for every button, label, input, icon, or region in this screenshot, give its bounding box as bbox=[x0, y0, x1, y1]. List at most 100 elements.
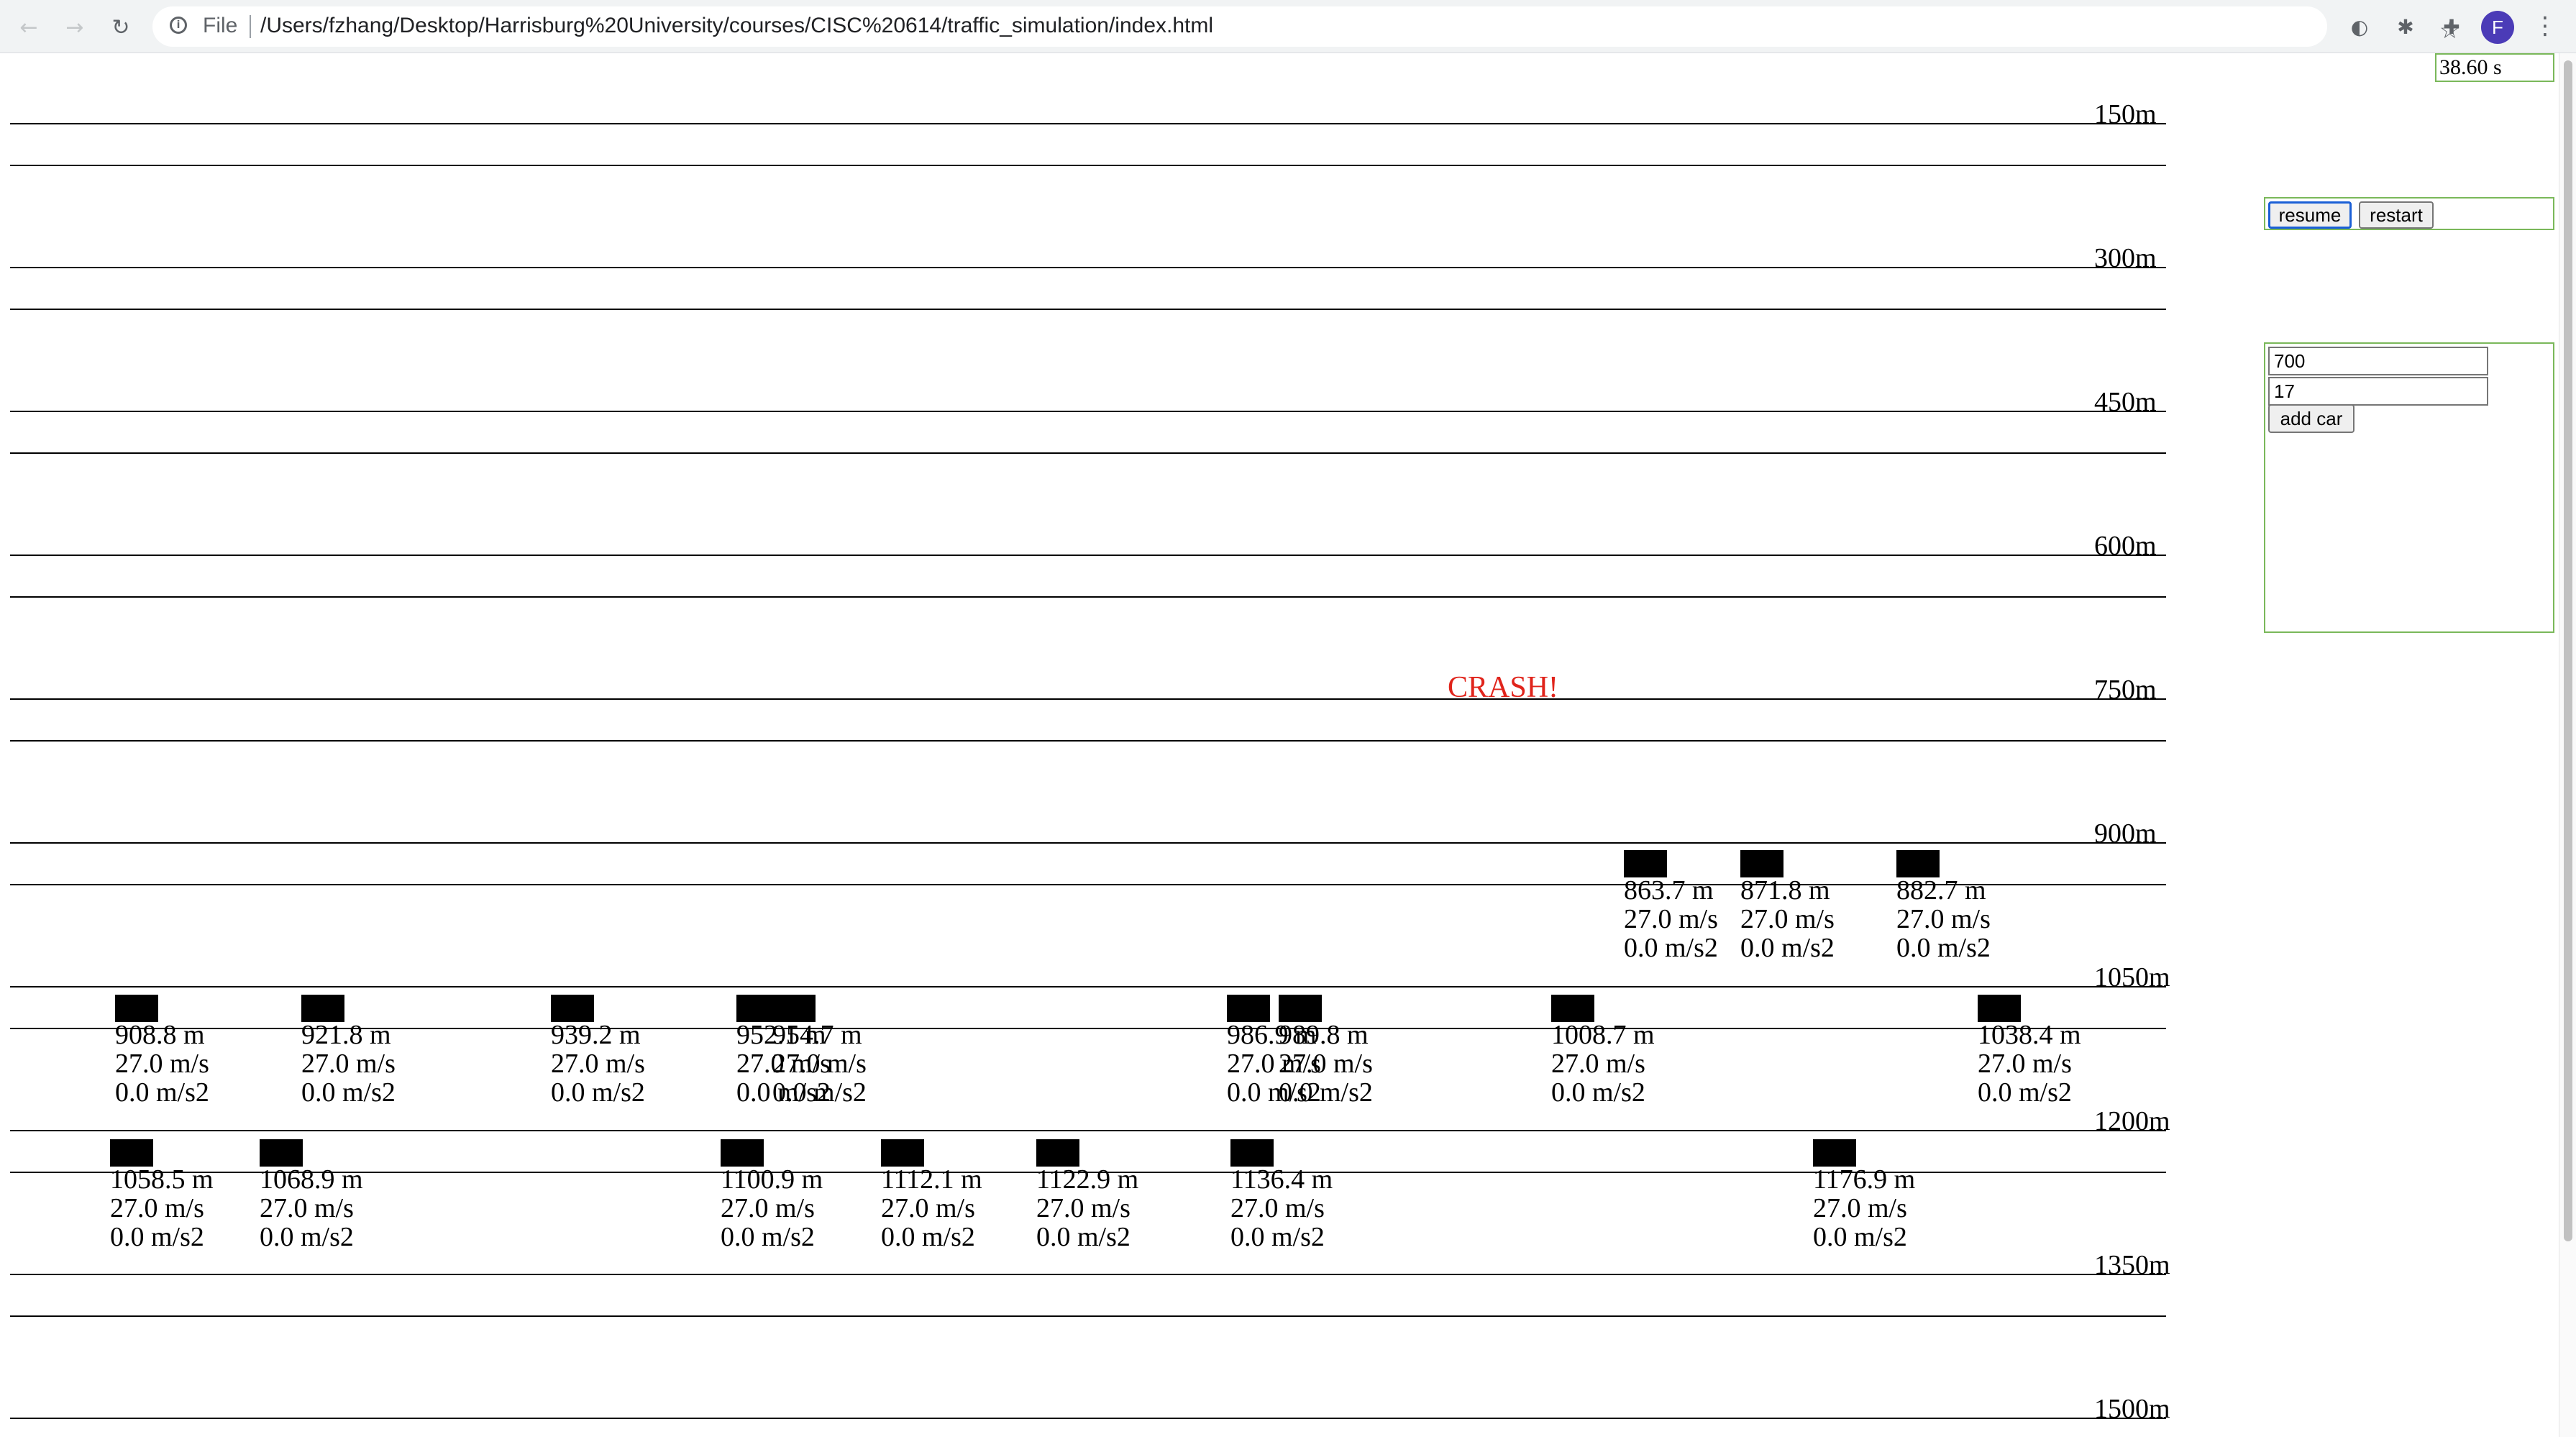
back-arrow-icon[interactable]: ← bbox=[19, 14, 38, 40]
car-body bbox=[1978, 995, 2021, 1022]
distance-marker: 750m bbox=[2094, 675, 2157, 705]
car-body bbox=[1551, 995, 1594, 1022]
avatar[interactable]: F bbox=[2481, 11, 2514, 44]
car-body bbox=[301, 995, 344, 1022]
road-edge-line bbox=[10, 555, 2166, 556]
road-edge-line bbox=[10, 884, 2166, 885]
car-position-label: 1112.1 m bbox=[881, 1164, 982, 1195]
scroll-thumb[interactable] bbox=[2564, 60, 2572, 1241]
url-text[interactable]: /Users/fzhang/Desktop/Harrisburg%20Unive… bbox=[260, 14, 1214, 37]
road-edge-line bbox=[10, 842, 2166, 844]
car-position-label: 1068.9 m bbox=[260, 1164, 363, 1195]
road-edge-line bbox=[10, 123, 2166, 124]
car-speed-label: 27.0 m/s bbox=[736, 1049, 831, 1079]
star-icon[interactable]: ☆ bbox=[2439, 17, 2460, 44]
car-speed-label: 27.0 m/s bbox=[1896, 904, 1991, 934]
scrollbar[interactable] bbox=[2559, 53, 2576, 1437]
road-edge-line bbox=[10, 698, 2166, 700]
puzzle-icon[interactable]: ✚ bbox=[2443, 14, 2460, 39]
car-speed-label: 27.0 m/s bbox=[1813, 1193, 1907, 1223]
road-edge-line bbox=[10, 740, 2166, 742]
add-car-button[interactable]: add car bbox=[2268, 404, 2355, 433]
extension-circle-icon[interactable]: ◐ bbox=[2350, 14, 2369, 39]
car-accel-label: 0.0 m/s2 bbox=[551, 1077, 645, 1108]
car-accel-label: 0.0 m/s2 bbox=[1740, 933, 1835, 963]
reload-icon[interactable]: ↻ bbox=[111, 14, 130, 40]
car-position-label: 939.2 m bbox=[551, 1020, 641, 1050]
car-accel-label: 0.0 m/s2 bbox=[1279, 1077, 1373, 1108]
car-position-label: 1038.4 m bbox=[1978, 1020, 2081, 1050]
distance-marker: 300m bbox=[2094, 243, 2157, 273]
car-position-label: 1008.7 m bbox=[1551, 1020, 1655, 1050]
address-bar[interactable]: i File /Users/fzhang/Desktop/Harrisburg%… bbox=[152, 6, 2460, 47]
car-body bbox=[1227, 995, 1270, 1022]
car-position-label: 871.8 m bbox=[1740, 875, 1830, 905]
car-position-label: 863.7 m bbox=[1624, 875, 1714, 905]
car-body bbox=[1230, 1139, 1274, 1167]
car-accel-label: 0.0 m/s2 bbox=[1230, 1222, 1325, 1252]
car-accel-label: 0.0 m/s2 bbox=[115, 1077, 209, 1108]
car-position-label: 1058.5 m bbox=[110, 1164, 214, 1195]
road-edge-line bbox=[10, 411, 2166, 412]
speed-input[interactable] bbox=[2268, 377, 2488, 406]
car-speed-label: 27.0 m/s bbox=[881, 1193, 975, 1223]
car-accel-label: 0.0 m/s2 bbox=[721, 1222, 815, 1252]
distance-marker: 450m bbox=[2094, 387, 2157, 417]
car-speed-label: 27.0 m/s bbox=[1624, 904, 1718, 934]
road-edge-line bbox=[10, 267, 2166, 268]
sim-clock: 38.60 s bbox=[2435, 53, 2554, 82]
position-input[interactable] bbox=[2268, 347, 2488, 375]
car-accel-label: 0.0 m/s2 bbox=[772, 1077, 867, 1108]
car-accel-label: 0.0 m/s2 bbox=[881, 1222, 975, 1252]
road-edge-line bbox=[10, 1130, 2166, 1131]
car-body bbox=[1036, 1139, 1079, 1167]
car-speed-label: 27.0 m/s bbox=[1230, 1193, 1325, 1223]
distance-marker: 1200m bbox=[2094, 1106, 2170, 1136]
car-body bbox=[1813, 1139, 1856, 1167]
car-position-label: 882.7 m bbox=[1896, 875, 1986, 905]
car-speed-label: 27.0 m/s bbox=[1740, 904, 1835, 934]
car-body bbox=[115, 995, 158, 1022]
car-position-label: 954.7 m bbox=[772, 1020, 862, 1050]
road-edge-line bbox=[10, 1028, 2166, 1029]
menu-kebab-icon[interactable]: ⋮ bbox=[2533, 12, 2557, 40]
resume-button[interactable]: resume bbox=[2268, 201, 2352, 229]
car-accel-label: 0.0 m/s2 bbox=[1624, 933, 1718, 963]
distance-marker: 900m bbox=[2094, 818, 2157, 849]
car-speed-label: 27.0 m/s bbox=[551, 1049, 645, 1079]
road-edge-line bbox=[10, 1315, 2166, 1317]
car-speed-label: 27.0 m/s bbox=[110, 1193, 204, 1223]
car-body bbox=[772, 995, 816, 1022]
car-body bbox=[260, 1139, 303, 1167]
car-speed-label: 27.0 m/s bbox=[1227, 1049, 1321, 1079]
car-speed-label: 27.0 m/s bbox=[1036, 1193, 1131, 1223]
car-accel-label: 0.0 m/s2 bbox=[736, 1077, 831, 1108]
road-edge-line bbox=[10, 1418, 2166, 1419]
road-edge-line bbox=[10, 596, 2166, 598]
car-position-label: 921.8 m bbox=[301, 1020, 391, 1050]
car-speed-label: 27.0 m/s bbox=[1279, 1049, 1373, 1079]
car-position-label: 989.8 m bbox=[1279, 1020, 1369, 1050]
car-speed-label: 27.0 m/s bbox=[721, 1193, 815, 1223]
road-edge-line bbox=[10, 452, 2166, 454]
restart-button[interactable]: restart bbox=[2359, 201, 2434, 229]
car-body bbox=[1279, 995, 1322, 1022]
road-edge-line bbox=[10, 165, 2166, 166]
forward-arrow-icon[interactable]: → bbox=[65, 14, 84, 40]
car-body bbox=[1624, 850, 1667, 877]
car-speed-label: 27.0 m/s bbox=[772, 1049, 867, 1079]
info-icon[interactable]: i bbox=[170, 17, 187, 34]
car-accel-label: 0.0 m/s2 bbox=[1978, 1077, 2072, 1108]
car-position-label: 952.1 m bbox=[736, 1020, 826, 1050]
browser-toolbar: ← → ↻ i File /Users/fzhang/Desktop/Harri… bbox=[0, 0, 2576, 53]
road-edge-line bbox=[10, 986, 2166, 987]
car-speed-label: 27.0 m/s bbox=[1978, 1049, 2072, 1079]
car-accel-label: 0.0 m/s2 bbox=[1227, 1077, 1321, 1108]
distance-marker: 600m bbox=[2094, 531, 2157, 561]
distance-marker: 1500m bbox=[2094, 1394, 2170, 1424]
car-accel-label: 0.0 m/s2 bbox=[260, 1222, 354, 1252]
car-speed-label: 27.0 m/s bbox=[1551, 1049, 1645, 1079]
extension-puzzle-icon[interactable]: ✱ bbox=[2397, 14, 2414, 39]
address-divider bbox=[250, 15, 251, 38]
distance-marker: 150m bbox=[2094, 99, 2157, 129]
